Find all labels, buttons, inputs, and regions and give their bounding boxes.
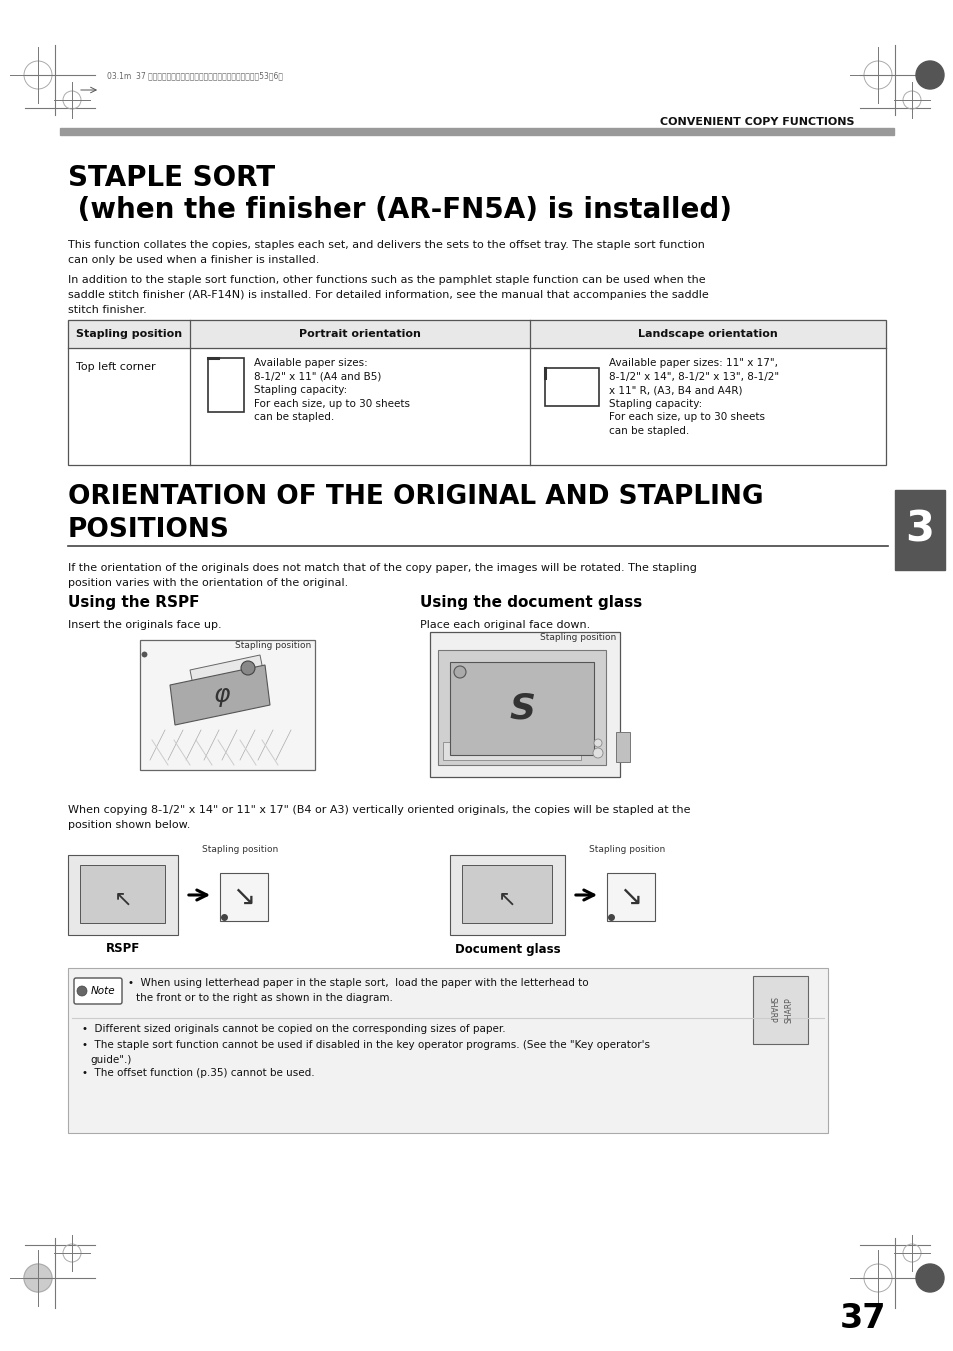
Polygon shape <box>170 665 270 725</box>
Text: Using the document glass: Using the document glass <box>419 594 641 609</box>
Circle shape <box>454 666 465 678</box>
Text: •  Different sized originals cannot be copied on the corresponding sizes of pape: • Different sized originals cannot be co… <box>82 1024 505 1034</box>
Text: Available paper sizes:
8-1/2" x 11" (A4 and B5)
Stapling capacity:
For each size: Available paper sizes: 8-1/2" x 11" (A4 … <box>253 358 410 423</box>
Text: ORIENTATION OF THE ORIGINAL AND STAPLING: ORIENTATION OF THE ORIGINAL AND STAPLING <box>68 484 762 509</box>
Text: 37: 37 <box>839 1301 885 1335</box>
Text: Using the RSPF: Using the RSPF <box>68 594 199 609</box>
Bar <box>60 128 893 135</box>
Circle shape <box>915 61 943 89</box>
Text: Note: Note <box>91 986 115 996</box>
Bar <box>80 865 165 923</box>
Bar <box>752 975 807 1044</box>
Bar <box>616 732 629 762</box>
Text: •  The staple sort function cannot be used if disabled in the key operator progr: • The staple sort function cannot be use… <box>82 1040 649 1050</box>
Text: ↖: ↖ <box>113 890 132 911</box>
Circle shape <box>77 986 87 996</box>
Bar <box>220 873 268 921</box>
Bar <box>461 865 552 923</box>
Bar <box>450 855 564 935</box>
Text: RSPF: RSPF <box>106 943 140 955</box>
Text: •  When using letterhead paper in the staple sort,  load the paper with the lett: • When using letterhead paper in the sta… <box>128 978 588 988</box>
Text: If the orientation of the originals does not match that of the copy paper, the i: If the orientation of the originals does… <box>68 563 696 588</box>
Text: guide".): guide".) <box>90 1055 132 1065</box>
Text: S: S <box>509 692 535 725</box>
Text: Place each original face down.: Place each original face down. <box>419 620 590 630</box>
Bar <box>437 650 605 765</box>
Text: Stapling position: Stapling position <box>539 634 616 643</box>
Text: SHARP: SHARP <box>767 997 776 1023</box>
Text: Landscape orientation: Landscape orientation <box>638 330 777 339</box>
Text: CONVENIENT COPY FUNCTIONS: CONVENIENT COPY FUNCTIONS <box>659 118 854 127</box>
Bar <box>208 358 244 412</box>
Bar <box>68 969 827 1133</box>
Text: φ: φ <box>213 684 230 707</box>
Circle shape <box>593 748 602 758</box>
Text: This function collates the copies, staples each set, and delivers the sets to th: This function collates the copies, stapl… <box>68 240 704 265</box>
Polygon shape <box>190 655 265 694</box>
Bar <box>68 320 885 349</box>
Circle shape <box>24 1265 52 1292</box>
Bar <box>606 873 655 921</box>
Circle shape <box>915 1265 943 1292</box>
Text: When copying 8-1/2" x 14" or 11" x 17" (B4 or A3) vertically oriented originals,: When copying 8-1/2" x 14" or 11" x 17" (… <box>68 805 690 830</box>
Text: SHARP: SHARP <box>783 997 792 1023</box>
Text: POSITIONS: POSITIONS <box>68 517 230 543</box>
Text: STAPLE SORT: STAPLE SORT <box>68 163 274 192</box>
Bar <box>894 490 944 570</box>
Bar <box>450 662 594 755</box>
Text: Top left corner: Top left corner <box>76 362 155 372</box>
Bar <box>68 320 885 465</box>
Text: (when the finisher (AR-FN5A) is installed): (when the finisher (AR-FN5A) is installe… <box>68 196 731 224</box>
Text: 3: 3 <box>904 509 934 551</box>
Bar <box>68 855 178 935</box>
FancyBboxPatch shape <box>74 978 122 1004</box>
Text: 03.1m  37 ページ　２００６年１１月２９日　水曜日　午前９晉53删6分: 03.1m 37 ページ ２００６年１１月２９日 水曜日 午前９晉53删6分 <box>107 72 283 81</box>
Text: Document glass: Document glass <box>455 943 559 955</box>
Text: Stapling position: Stapling position <box>234 642 311 650</box>
Text: In addition to the staple sort function, other functions such as the pamphlet st: In addition to the staple sort function,… <box>68 276 708 315</box>
Bar <box>140 640 314 770</box>
Text: Stapling position: Stapling position <box>588 846 664 854</box>
Text: Insert the originals face up.: Insert the originals face up. <box>68 620 221 630</box>
Bar <box>442 742 580 761</box>
Text: Stapling position: Stapling position <box>202 846 278 854</box>
Text: the front or to the right as shown in the diagram.: the front or to the right as shown in th… <box>136 993 393 1002</box>
Text: ↘: ↘ <box>233 884 255 911</box>
Text: •  The offset function (p.35) cannot be used.: • The offset function (p.35) cannot be u… <box>82 1069 314 1078</box>
Text: ↖: ↖ <box>497 890 517 911</box>
Text: ↘: ↘ <box>618 884 642 911</box>
Text: Portrait orientation: Portrait orientation <box>298 330 420 339</box>
Circle shape <box>594 739 601 747</box>
Text: Stapling position: Stapling position <box>76 330 182 339</box>
Bar <box>430 632 619 777</box>
Text: Available paper sizes: 11" x 17",
8-1/2" x 14", 8-1/2" x 13", 8-1/2"
x 11" R, (A: Available paper sizes: 11" x 17", 8-1/2"… <box>608 358 779 436</box>
Bar <box>544 367 598 407</box>
Circle shape <box>241 661 254 676</box>
